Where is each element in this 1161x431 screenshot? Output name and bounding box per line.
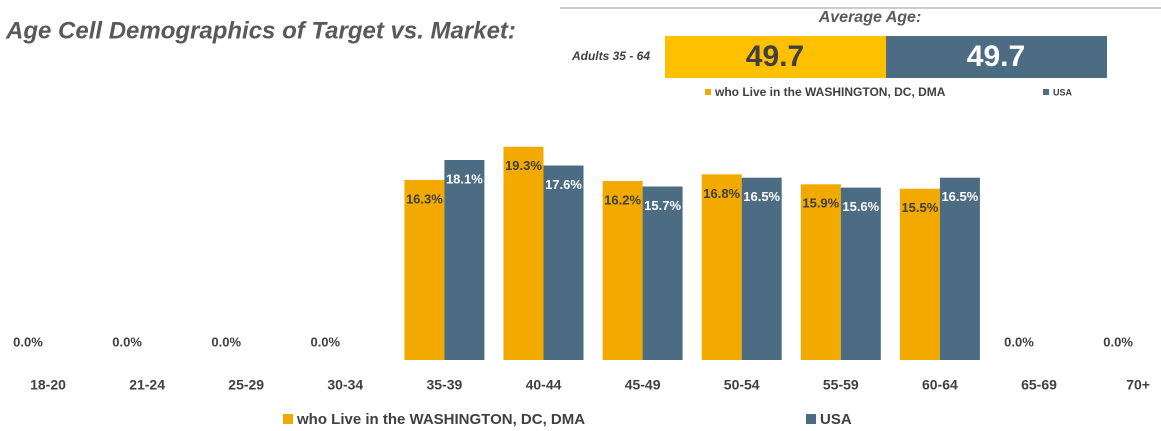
data-label: 15.5% <box>901 200 938 215</box>
data-label: 16.2% <box>604 192 641 207</box>
average-age-box <box>886 36 1107 78</box>
bar <box>840 187 881 360</box>
bar <box>642 186 683 360</box>
bar <box>543 165 584 360</box>
x-tick-label: 45-49 <box>625 377 661 393</box>
bar <box>444 159 485 360</box>
header-legend-swatch <box>705 89 711 95</box>
data-label: 15.9% <box>802 196 839 211</box>
legend-swatch <box>283 414 293 424</box>
header-legend-swatch <box>1043 89 1049 95</box>
bar <box>503 146 544 360</box>
x-tick-label: 60-64 <box>922 377 958 393</box>
x-tick-label: 70+ <box>1126 377 1150 393</box>
data-label: 0.0% <box>1103 334 1133 349</box>
x-tick-label: 65-69 <box>1021 377 1057 393</box>
x-tick-label: 40-44 <box>526 377 562 393</box>
data-label: 15.6% <box>842 199 879 214</box>
data-label: 16.3% <box>406 191 443 206</box>
data-label: 0.0% <box>1004 334 1034 349</box>
x-tick-label: 50-54 <box>724 377 760 393</box>
data-label: 16.8% <box>703 186 740 201</box>
data-label: 17.6% <box>545 177 582 192</box>
data-label: 18.1% <box>446 171 483 186</box>
bar <box>602 180 643 360</box>
legend-swatch <box>806 414 816 424</box>
data-label: 0.0% <box>112 334 142 349</box>
average-age-title: Average Age: <box>818 9 922 26</box>
bar <box>939 177 980 360</box>
bar <box>701 174 742 360</box>
x-tick-label: 21-24 <box>129 377 165 393</box>
bar <box>404 179 445 360</box>
average-age-value: 49.7 <box>746 40 804 73</box>
average-age-value: 49.7 <box>967 40 1025 73</box>
x-tick-label: 18-20 <box>30 377 66 393</box>
data-label: 0.0% <box>13 334 43 349</box>
x-tick-label: 35-39 <box>426 377 462 393</box>
header-legend-label: USA <box>1053 87 1073 97</box>
bar <box>899 188 940 360</box>
legend-label: USA <box>820 411 852 428</box>
average-age-box <box>665 36 886 78</box>
data-label: 19.3% <box>505 158 542 173</box>
data-label: 0.0% <box>310 334 340 349</box>
bar <box>741 177 782 360</box>
data-label: 15.7% <box>644 198 681 213</box>
chart-title: Age Cell Demographics of Target vs. Mark… <box>5 17 516 44</box>
header-legend-label: who Live in the WASHINGTON, DC, DMA <box>714 85 946 99</box>
data-label: 0.0% <box>211 334 241 349</box>
data-label: 16.5% <box>941 189 978 204</box>
bar <box>800 184 841 360</box>
legend-label: who Live in the WASHINGTON, DC, DMA <box>296 411 585 428</box>
x-tick-label: 55-59 <box>823 377 859 393</box>
average-age-group: Adults 35 - 64 <box>571 49 650 63</box>
x-tick-label: 30-34 <box>327 377 363 393</box>
x-tick-label: 25-29 <box>228 377 264 393</box>
data-label: 16.5% <box>743 189 780 204</box>
